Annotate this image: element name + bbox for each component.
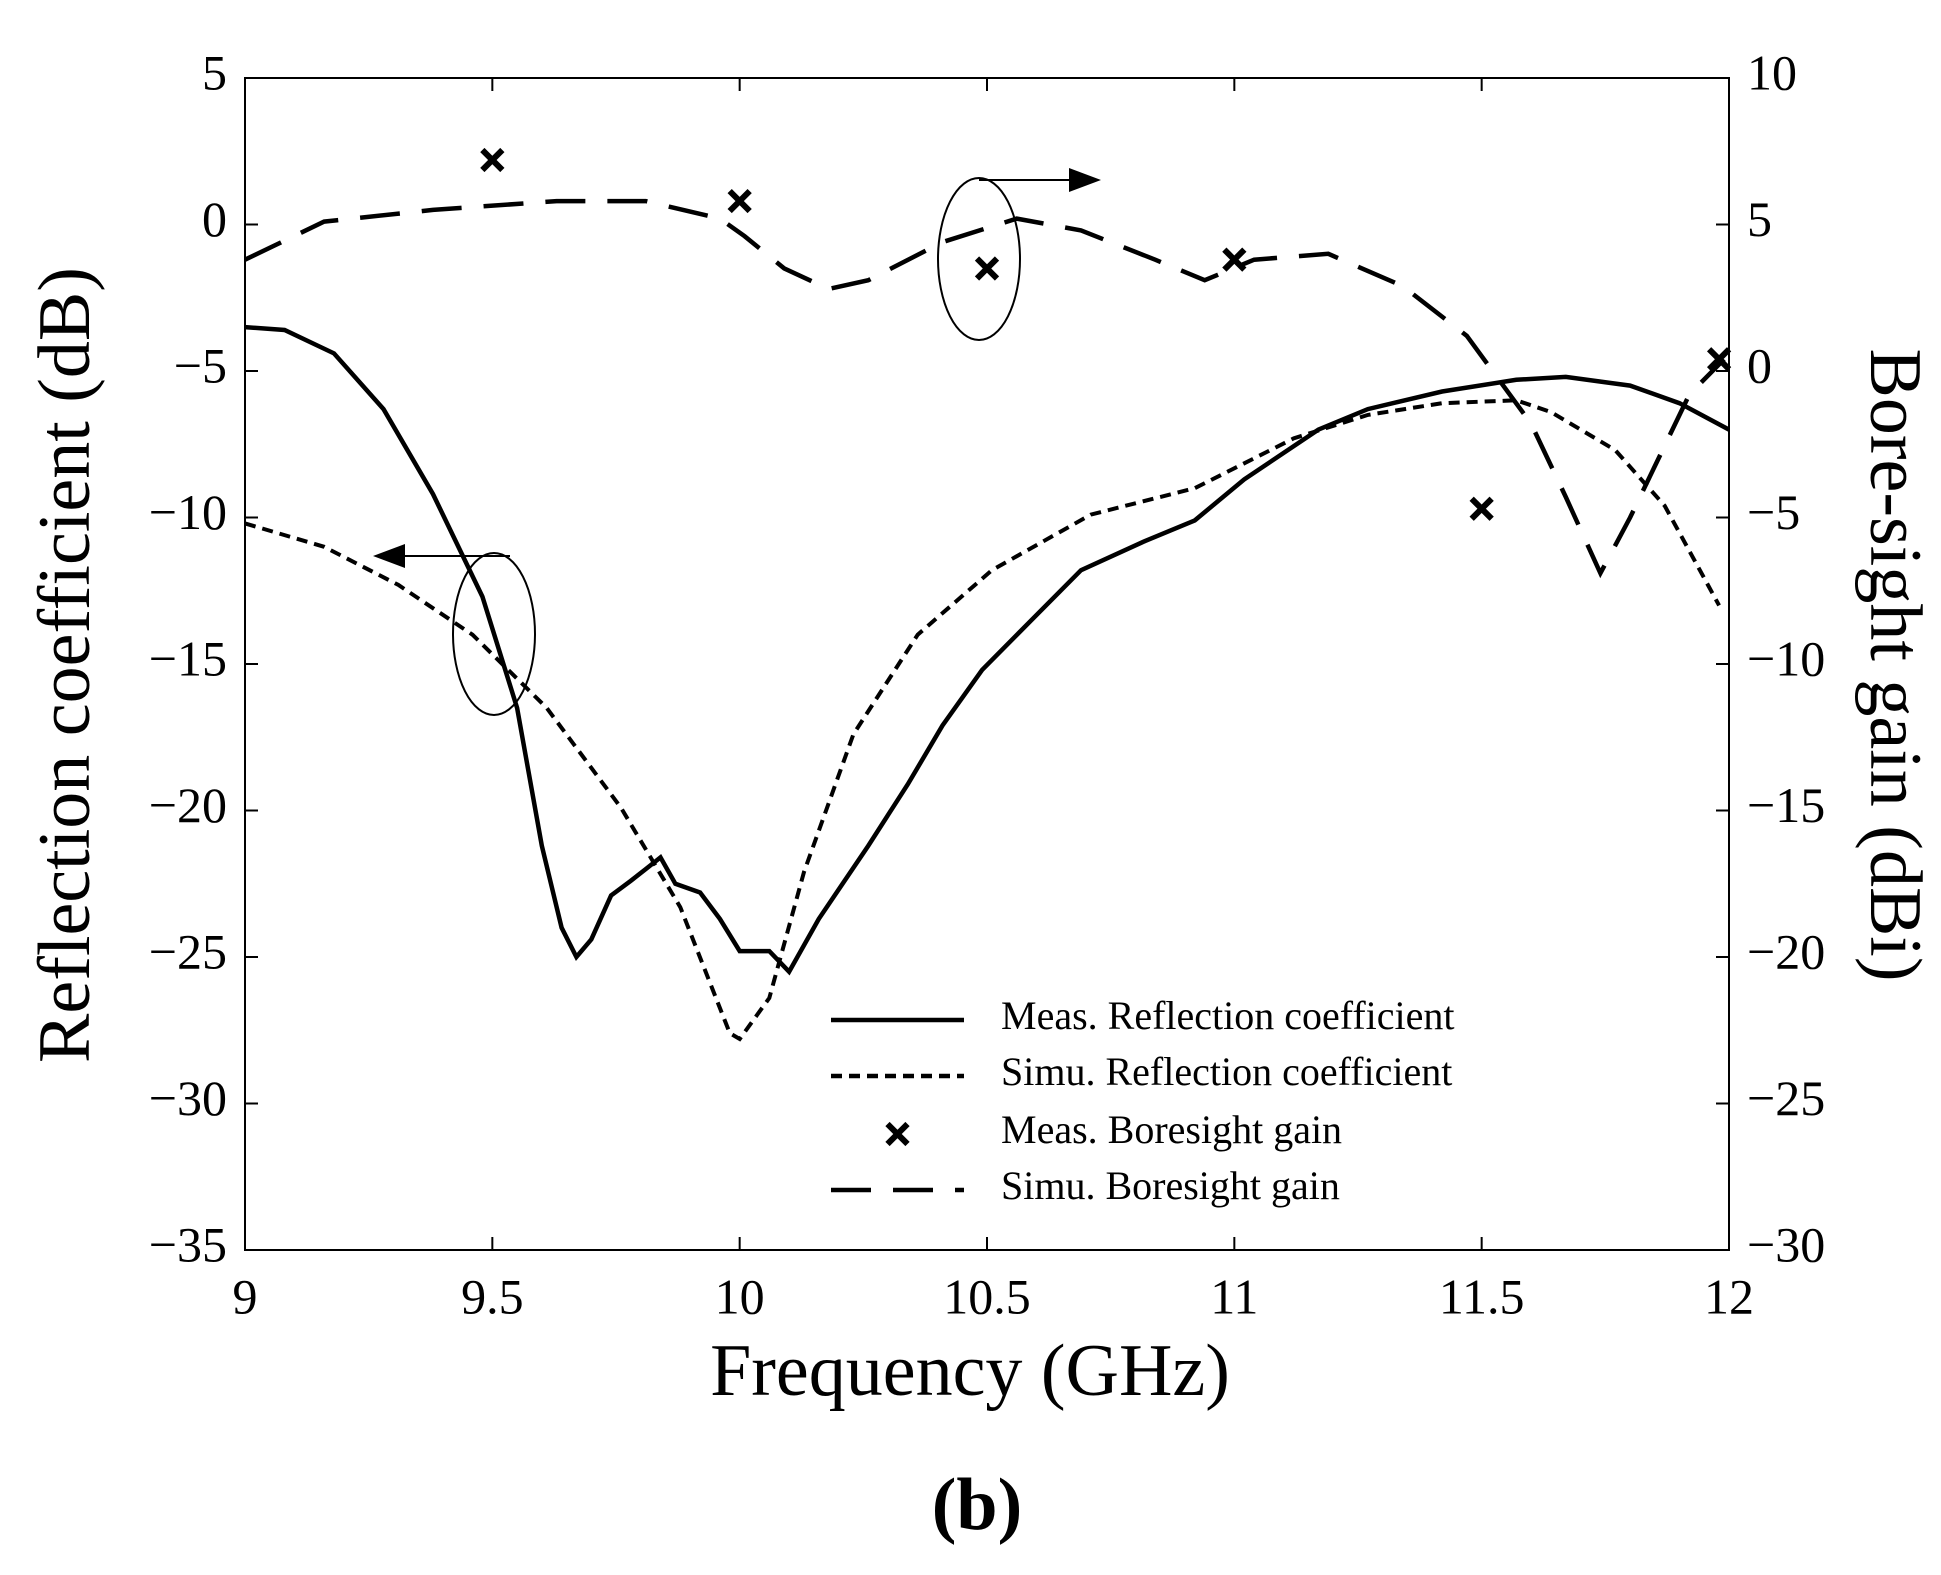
caption: (b) bbox=[932, 1464, 1022, 1546]
marker-stroke bbox=[727, 188, 752, 214]
y-tick-label: −15 bbox=[149, 630, 227, 686]
legend-label: Meas. Reflection coefficient bbox=[1001, 993, 1455, 1038]
series-line bbox=[244, 398, 1721, 1042]
y-tick-label: −25 bbox=[149, 923, 227, 979]
marker-stroke bbox=[1469, 496, 1494, 521]
annotation-ellipse bbox=[452, 552, 536, 716]
legend-label: Meas. Boresight gain bbox=[1001, 1107, 1342, 1152]
marker-stroke bbox=[1706, 347, 1732, 372]
series-line bbox=[244, 198, 1726, 579]
y2-tick-label: 10 bbox=[1747, 44, 1797, 100]
y2-axis-label: Bore-sight gain (dBi) bbox=[1854, 348, 1936, 981]
y-axis-label: Reflection coefficient (dB) bbox=[24, 267, 106, 1063]
arrow-head bbox=[1069, 168, 1101, 192]
gain-marker bbox=[1706, 347, 1732, 372]
y2-tick-label: −20 bbox=[1747, 923, 1825, 979]
x-tick-label: 11 bbox=[1210, 1268, 1258, 1324]
x-tick-label: 9 bbox=[233, 1268, 258, 1324]
y-tick-label: −20 bbox=[149, 777, 227, 833]
y2-tick-label: −25 bbox=[1747, 1070, 1825, 1126]
gain-marker bbox=[480, 147, 505, 173]
y2-tick-label: −30 bbox=[1747, 1216, 1825, 1272]
gain-marker bbox=[1469, 496, 1494, 521]
gain-marker bbox=[727, 188, 752, 214]
x-tick-label: 9.5 bbox=[461, 1268, 524, 1324]
gain-marker bbox=[974, 256, 1000, 281]
y-tick-label: 0 bbox=[202, 191, 227, 247]
annotation-ellipse bbox=[937, 177, 1021, 341]
y2-tick-label: −15 bbox=[1747, 777, 1825, 833]
marker-stroke bbox=[1222, 247, 1247, 272]
x-tick-label: 10 bbox=[715, 1268, 765, 1324]
y2-tick-label: 0 bbox=[1747, 337, 1772, 393]
y2-tick-label: −5 bbox=[1747, 484, 1800, 540]
y-tick-label: −10 bbox=[149, 484, 227, 540]
y-tick-label: −5 bbox=[174, 337, 227, 393]
y-tick-label: −30 bbox=[149, 1070, 227, 1126]
marker-stroke bbox=[480, 147, 505, 173]
x-tick-label: 10.5 bbox=[943, 1268, 1031, 1324]
y2-tick-label: 5 bbox=[1747, 191, 1772, 247]
series-line bbox=[244, 324, 1731, 976]
marker-stroke bbox=[974, 256, 1000, 281]
x-axis-label: Frequency (GHz) bbox=[710, 1330, 1230, 1412]
legend-label: Simu. Reflection coefficient bbox=[1001, 1049, 1452, 1094]
x-tick-label: 11.5 bbox=[1439, 1268, 1525, 1324]
y2-tick-label: −10 bbox=[1747, 630, 1825, 686]
x-tick-label: 12 bbox=[1704, 1268, 1754, 1324]
arrow-head bbox=[373, 544, 405, 568]
gain-marker bbox=[885, 1121, 910, 1147]
legend-label: Simu. Boresight gain bbox=[1001, 1163, 1340, 1208]
y-tick-label: −35 bbox=[149, 1216, 227, 1272]
y-tick-label: 5 bbox=[202, 44, 227, 100]
marker-stroke bbox=[885, 1121, 910, 1147]
